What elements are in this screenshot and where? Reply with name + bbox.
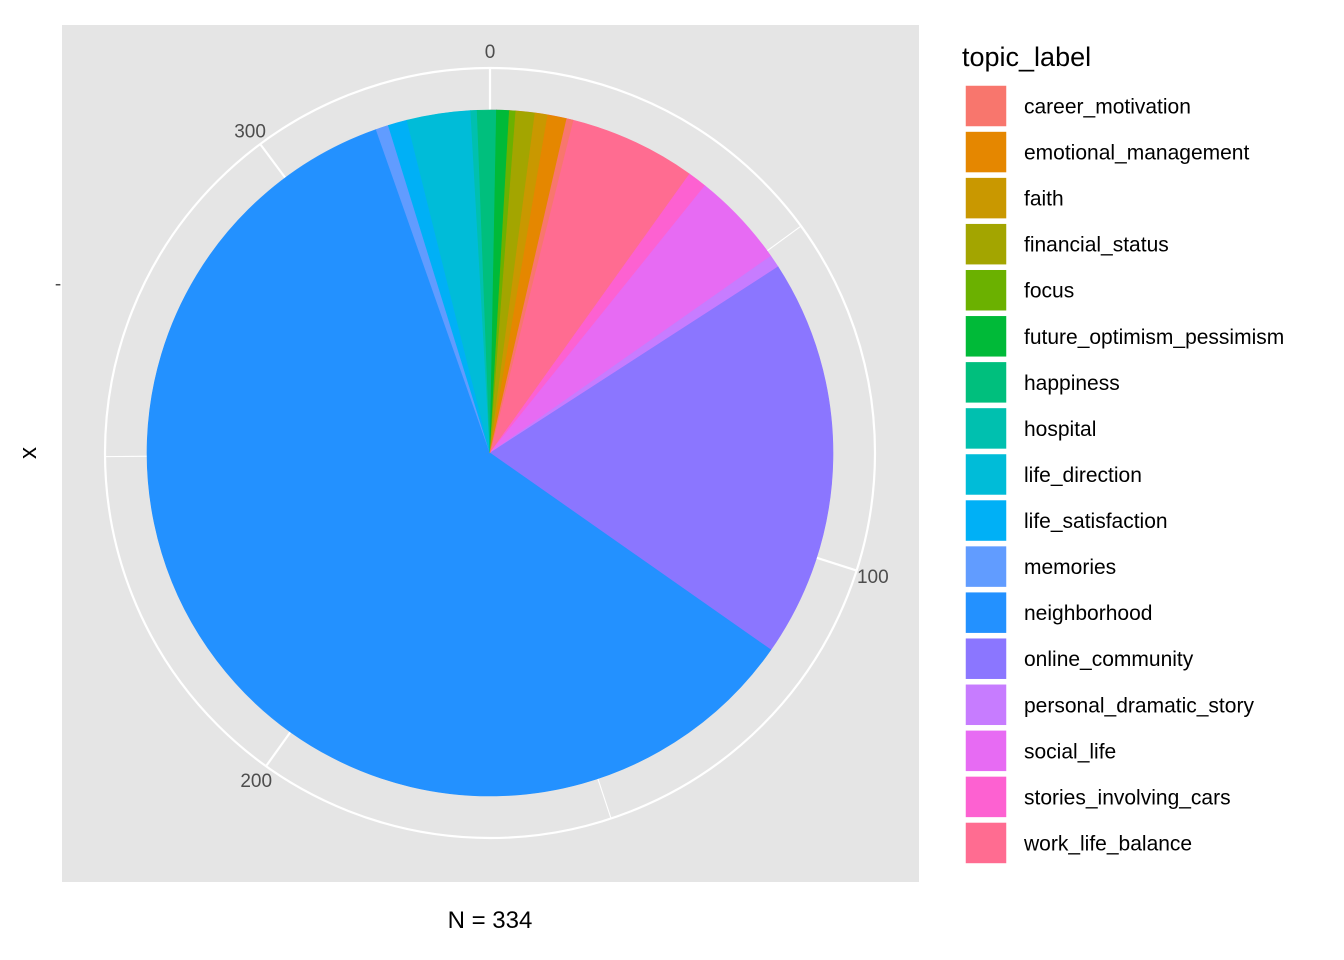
legend-key-hospital xyxy=(964,406,1008,451)
slice-online-community xyxy=(489,266,834,651)
y-axis-title: x xyxy=(15,447,42,459)
angle-tick-label-1: 100 xyxy=(857,567,889,588)
legend-label-memories: memories xyxy=(1024,556,1116,579)
legend-key-personal-dramatic-story xyxy=(964,683,1008,727)
legend-label-financial-status: financial_status xyxy=(1024,234,1169,257)
legend-label-focus: focus xyxy=(1024,280,1074,303)
legend-label-online-community: online_community xyxy=(1024,648,1194,671)
legend-label-happiness: happiness xyxy=(1024,372,1120,395)
legend-label-work-life-balance: work_life_balance xyxy=(1023,832,1192,855)
legend-key-life-satisfaction xyxy=(964,498,1008,543)
legend-title: topic_label xyxy=(962,42,1091,72)
legend-label-future-optimism-pessimism: future_optimism_pessimism xyxy=(1024,326,1284,349)
legend-label-personal-dramatic-story: personal_dramatic_story xyxy=(1024,694,1254,717)
legend-label-career-motivation: career_motivation xyxy=(1024,96,1191,119)
legend-label-life-direction: life_direction xyxy=(1024,464,1142,487)
legend-label-social-life: social_life xyxy=(1024,740,1116,763)
legend-key-financial-status xyxy=(964,222,1008,266)
legend-key-happiness xyxy=(964,360,1008,405)
slice-layer xyxy=(146,109,834,797)
legend-key-stories-involving-cars xyxy=(964,775,1008,819)
legend-key-emotional-management xyxy=(964,130,1008,174)
legend-key-neighborhood xyxy=(964,590,1008,635)
slice-career-motivation xyxy=(489,118,574,454)
legend-label-life-satisfaction: life_satisfaction xyxy=(1024,510,1168,533)
legend-key-social-life xyxy=(964,729,1008,773)
y-tick-label: - xyxy=(55,274,61,295)
legend-label-hospital: hospital xyxy=(1024,418,1096,441)
legend-key-life-direction xyxy=(964,452,1008,497)
angle-tick-layer: 0 100 200 300 xyxy=(234,42,888,792)
legend-key-online-community xyxy=(964,636,1008,681)
legend-key-career-motivation xyxy=(964,84,1008,128)
legend-key-faith xyxy=(964,176,1008,220)
legend-label-neighborhood: neighborhood xyxy=(1024,602,1152,625)
legend-key-memories xyxy=(964,544,1008,589)
angle-tick-label-0: 0 xyxy=(485,42,496,63)
legend-label-emotional-management: emotional_management xyxy=(1024,142,1249,165)
angle-tick-label-2: 200 xyxy=(240,771,272,792)
legend-label-faith: faith xyxy=(1024,188,1064,211)
legend-label-stories-involving-cars: stories_involving_cars xyxy=(1024,786,1231,809)
legend-key-work-life-balance xyxy=(964,821,1008,865)
slice-neighborhood xyxy=(146,129,772,797)
legend-key-future-optimism-pessimism xyxy=(964,314,1008,359)
legend: career_motivation emotional_managementfai… xyxy=(964,84,1284,865)
x-axis-title: N = 334 xyxy=(448,907,533,934)
angle-tick-label-3: 300 xyxy=(234,122,266,143)
legend-key-focus xyxy=(964,268,1008,312)
